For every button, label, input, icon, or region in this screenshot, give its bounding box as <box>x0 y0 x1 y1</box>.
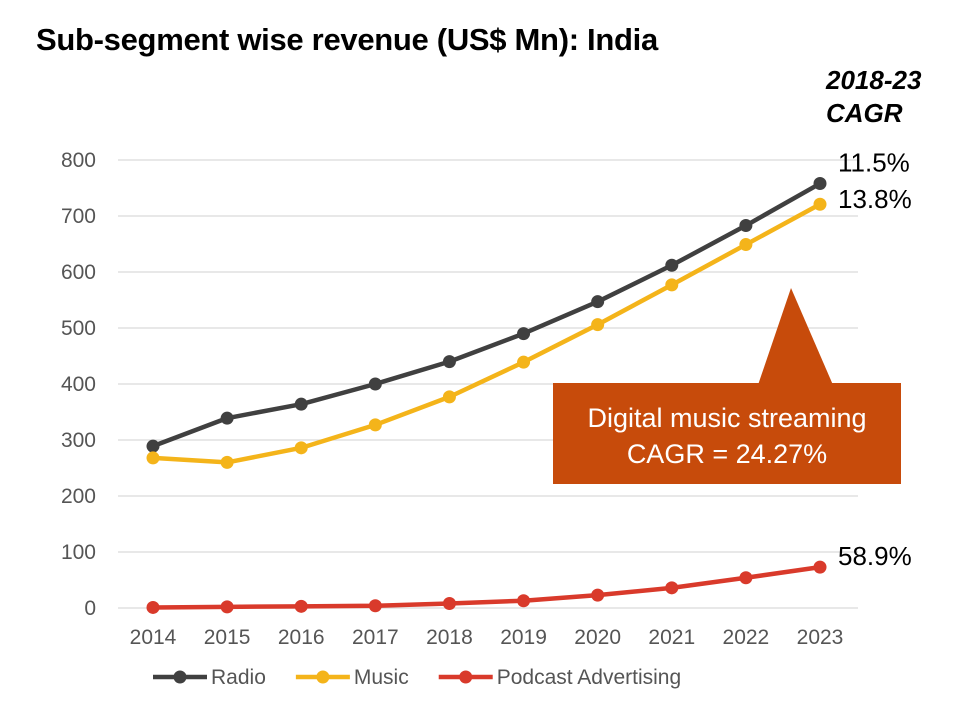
series-line-podcast-advertising <box>152 564 821 610</box>
cagr-heading-period: 2018-23 <box>826 65 922 95</box>
point-music-2023 <box>813 197 827 211</box>
y-tick-label-700: 700 <box>61 205 96 228</box>
series-group <box>146 177 827 614</box>
point-music-2018 <box>442 390 456 404</box>
x-tick-label-2015: 2015 <box>204 626 251 649</box>
legend-label-radio: Radio <box>211 666 266 689</box>
legend-label-music: Music <box>354 666 409 689</box>
legend-marker-music <box>316 670 330 684</box>
callout-arrow <box>758 288 833 385</box>
x-tick-label-2017: 2017 <box>352 626 399 649</box>
y-tick-label-100: 100 <box>61 541 96 564</box>
point-music-2020 <box>591 318 605 332</box>
chart-title: Sub-segment wise revenue (US$ Mn): India <box>36 22 658 57</box>
y-tick-label-200: 200 <box>61 485 96 508</box>
point-music-2022 <box>739 238 753 252</box>
point-podcast-advertising-2015 <box>220 600 234 614</box>
point-podcast-advertising-2017 <box>368 599 382 613</box>
point-radio-2017 <box>368 377 382 391</box>
x-tick-label-2020: 2020 <box>574 626 621 649</box>
y-tick-label-500: 500 <box>61 317 96 340</box>
point-radio-2014 <box>146 439 160 453</box>
y-tick-label-400: 400 <box>61 373 96 396</box>
y-tick-label-600: 600 <box>61 261 96 284</box>
x-tick-label-2019: 2019 <box>500 626 547 649</box>
point-podcast-advertising-2023 <box>813 560 827 574</box>
callout-text-line1: Digital music streaming <box>587 403 866 433</box>
point-music-2015 <box>220 455 234 469</box>
point-podcast-advertising-2019 <box>517 594 531 608</box>
cagr-label-music: 13.8% <box>838 184 912 214</box>
x-tick-label-2022: 2022 <box>723 626 770 649</box>
x-tick-label-2021: 2021 <box>648 626 695 649</box>
series-line-radio <box>152 181 822 449</box>
point-radio-2019 <box>517 327 531 341</box>
point-radio-2016 <box>294 397 308 411</box>
point-music-2017 <box>368 418 382 432</box>
point-music-2021 <box>665 278 679 292</box>
y-tick-label-0: 0 <box>84 597 96 620</box>
legend-marker-radio <box>173 670 187 684</box>
cagr-labels: 11.5% 13.8% 58.9% <box>838 148 912 572</box>
y-tick-label-300: 300 <box>61 429 96 452</box>
x-tick-label-2018: 2018 <box>426 626 473 649</box>
point-podcast-advertising-2016 <box>294 599 308 613</box>
point-podcast-advertising-2018 <box>442 597 456 611</box>
x-tick-label-2016: 2016 <box>278 626 325 649</box>
x-axis-ticks: 2014 2015 2016 2017 2018 2019 2020 2021 2022 2023 <box>130 626 844 649</box>
point-music-2019 <box>517 355 531 369</box>
point-radio-2018 <box>442 355 456 369</box>
legend-marker-podcast-advertising <box>459 670 473 684</box>
point-radio-2020 <box>591 295 605 309</box>
y-tick-label-800: 800 <box>61 149 96 172</box>
legend-label-podcast-advertising: Podcast Advertising <box>497 666 681 689</box>
point-radio-2023 <box>813 177 827 191</box>
cagr-heading: 2018-23 CAGR <box>826 64 921 130</box>
point-radio-2022 <box>739 219 753 233</box>
point-podcast-advertising-2020 <box>591 588 605 602</box>
cagr-label-radio: 11.5% <box>838 148 910 178</box>
legend: Radio Music Podcast Advertising <box>153 666 681 689</box>
callout-text-line2: CAGR = 24.27% <box>627 439 827 469</box>
point-music-2016 <box>294 441 308 455</box>
streaming-callout: Digital music streaming CAGR = 24.27% <box>553 288 901 484</box>
point-podcast-advertising-2021 <box>665 581 679 595</box>
series-line-music <box>152 202 822 465</box>
y-axis-ticks: 0 100 200 300 400 500 600 700 800 <box>61 149 96 620</box>
x-tick-label-2023: 2023 <box>797 626 844 649</box>
point-radio-2015 <box>220 411 234 425</box>
cagr-heading-label: CAGR <box>826 98 903 128</box>
cagr-label-podcast-advertising: 58.9% <box>838 541 912 571</box>
callout-box <box>553 383 901 484</box>
point-radio-2021 <box>665 258 679 272</box>
point-podcast-advertising-2014 <box>146 600 160 614</box>
point-music-2014 <box>146 451 160 465</box>
x-tick-label-2014: 2014 <box>130 626 177 649</box>
point-podcast-advertising-2022 <box>739 571 753 585</box>
